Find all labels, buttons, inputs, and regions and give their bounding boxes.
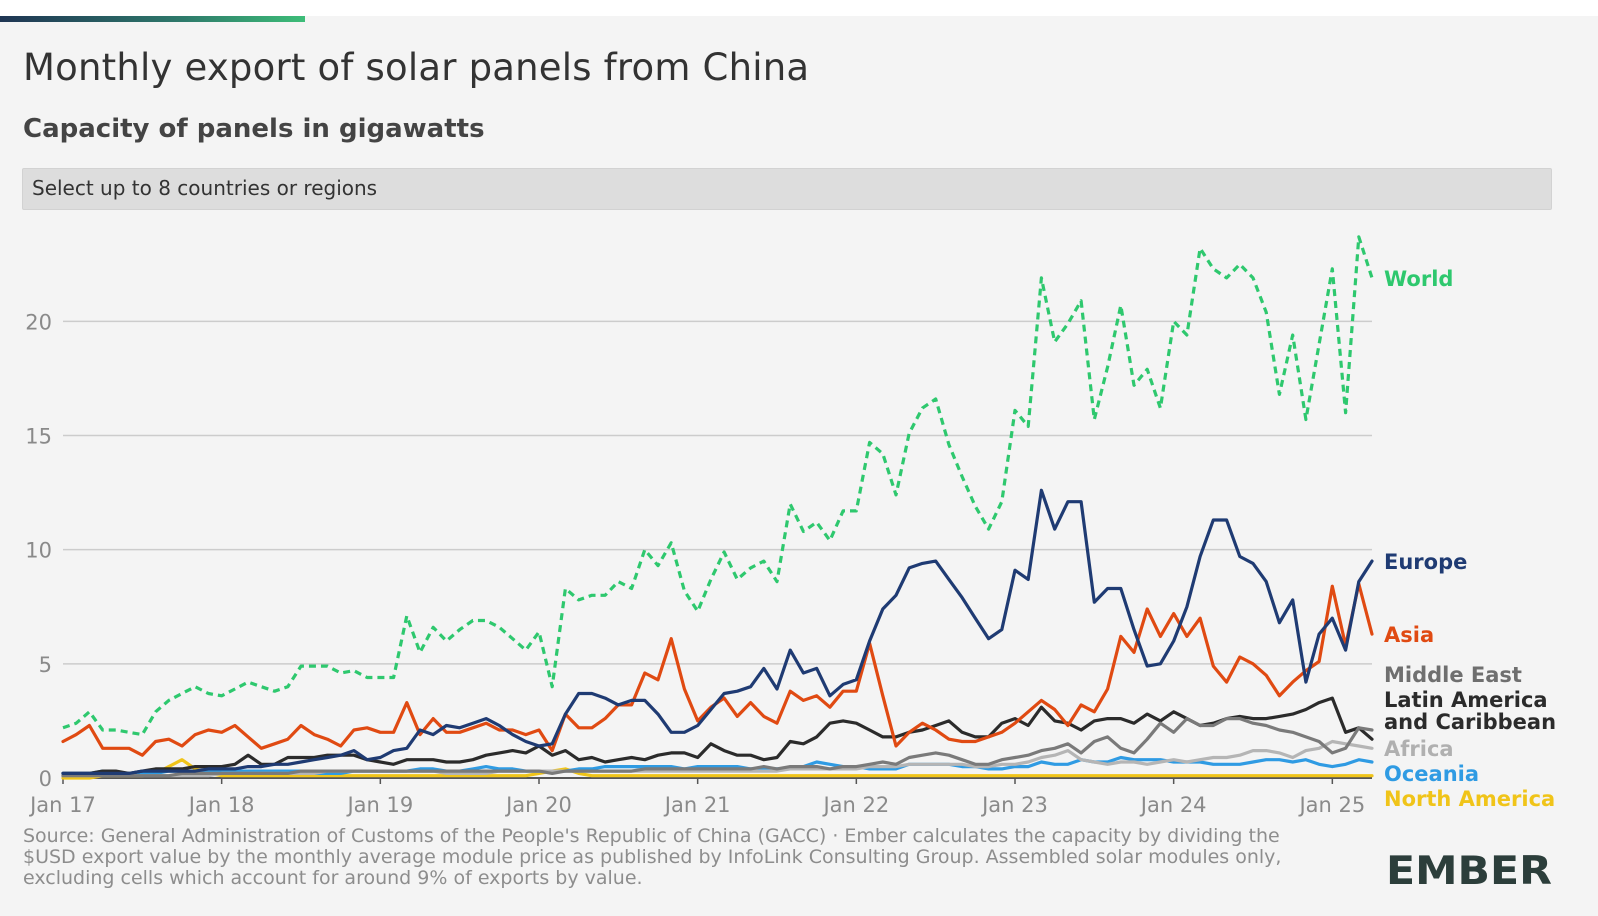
source-note: Source: General Administration of Custom… — [23, 825, 1282, 889]
x-tick-label: Jan 21 — [663, 793, 731, 817]
top-accent — [0, 0, 1598, 22]
x-tick-label: Jan 19 — [345, 793, 413, 817]
x-tick-label: Jan 20 — [504, 793, 572, 817]
accent-bar — [0, 16, 305, 22]
series-line-middle-east — [61, 716, 1374, 778]
x-tick-label: Jan 17 — [28, 793, 96, 817]
y-tick-label: 5 — [39, 653, 52, 677]
series-line-oceania — [61, 755, 1374, 776]
y-tick-label: 15 — [25, 425, 52, 449]
x-tick-label: Jan 18 — [187, 793, 255, 817]
chart-title: Monthly export of solar panels from Chin… — [23, 46, 810, 89]
series-line-north-america — [61, 758, 1374, 780]
series-line-europe — [61, 488, 1374, 776]
series-label-world: World — [1384, 267, 1453, 291]
region-selector-label: Select up to 8 countries or regions — [32, 176, 378, 200]
series-label-europe: Europe — [1384, 550, 1467, 574]
series-line-latin-america-and-caribbean — [61, 696, 1374, 776]
y-tick-label: 0 — [39, 767, 52, 791]
x-tick-label: Jan 22 — [821, 793, 889, 817]
series-label-middle-east: Middle East — [1384, 663, 1522, 687]
series-label-oceania: Oceania — [1384, 762, 1479, 786]
series-label-latin-america-and-caribbean: Latin America — [1384, 688, 1548, 712]
region-selector[interactable]: Select up to 8 countries or regions — [22, 168, 1552, 210]
y-tick-label: 10 — [25, 539, 52, 563]
ember-logo: EMBER — [1386, 849, 1552, 890]
ember-logo-text: EMBER — [1386, 849, 1552, 890]
series-label-latin-america-and-caribbean: and Caribbean — [1384, 710, 1556, 734]
series-label-asia: Asia — [1384, 623, 1434, 647]
chart-subtitle: Capacity of panels in gigawatts — [23, 114, 485, 144]
y-tick-label: 20 — [25, 310, 52, 334]
series-label-africa: Africa — [1384, 737, 1454, 761]
x-tick-label: Jan 23 — [980, 793, 1048, 817]
x-tick-label: Jan 24 — [1139, 793, 1207, 817]
x-tick-label: Jan 25 — [1297, 793, 1365, 817]
series-line-world — [62, 235, 1374, 737]
series-label-north-america: North America — [1384, 787, 1555, 811]
